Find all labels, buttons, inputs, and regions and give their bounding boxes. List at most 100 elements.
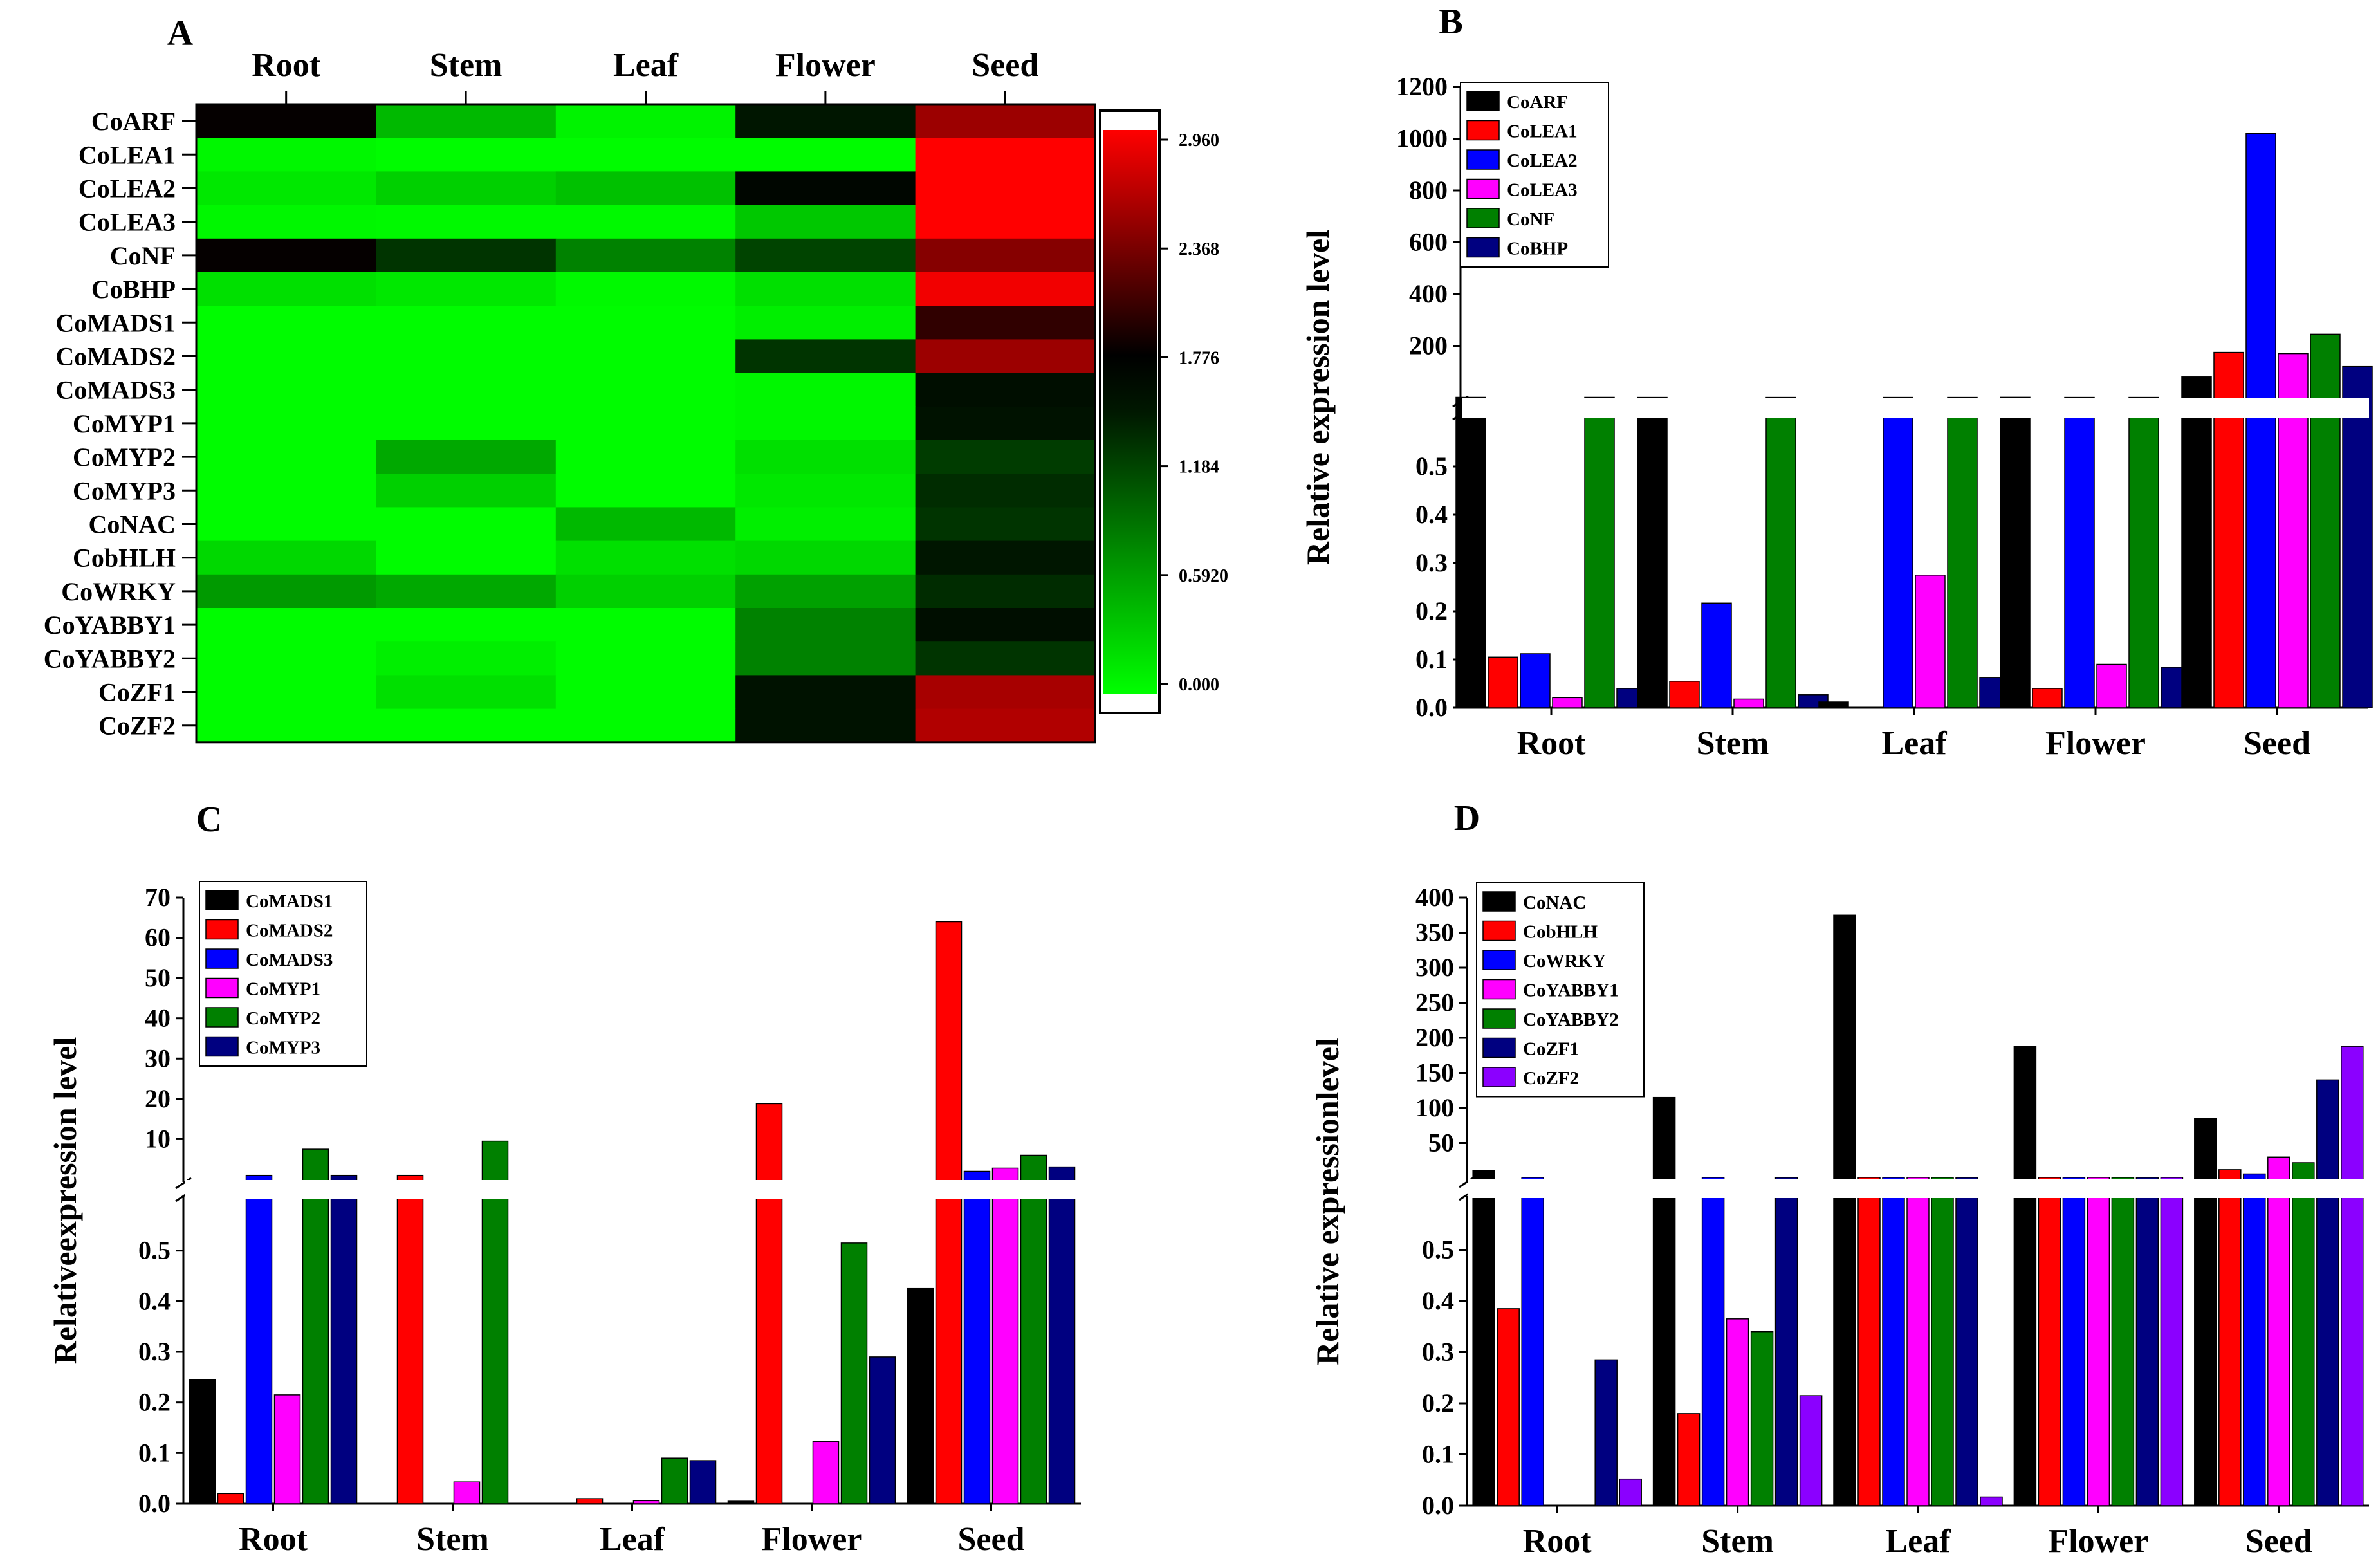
heat-cell-coyabby2-stem xyxy=(376,641,557,676)
bar-coyabby2-leaf xyxy=(1931,1177,1954,1506)
bar-cozf2-stem xyxy=(1799,1395,1823,1506)
y-tick-label: 0.3 xyxy=(1422,1338,1454,1367)
bar-cowrky-stem xyxy=(1701,1177,1725,1506)
bar-colea3-leaf xyxy=(1915,575,1946,708)
x-tick-label-seed: Seed xyxy=(958,1521,1025,1558)
colorbar-label: 2.368 xyxy=(1179,239,1219,259)
bar-colea3-root xyxy=(1552,697,1583,708)
x-tick-label-flower: Flower xyxy=(2048,1523,2148,1560)
bar-comyp3-flower xyxy=(869,1356,896,1504)
row-label-coyabby2: CoYABBY2 xyxy=(44,644,176,673)
legend-label-comads1: CoMADS1 xyxy=(246,891,333,912)
panel-d: D 0.0 0.1 0.2 0.3 0.4 0.5 50 100 150 200 250 300 350 4… xyxy=(1309,798,2370,1560)
x-tick-label-stem: Stem xyxy=(1701,1523,1774,1560)
heat-cell-cobhlh-seed xyxy=(915,540,1096,575)
heat-cell-coyabby1-flower xyxy=(735,608,916,642)
bar-conf-root xyxy=(1584,396,1615,708)
y-tick-label: 300 xyxy=(1415,953,1454,982)
heat-cell-cowrky-stem xyxy=(376,574,557,609)
heat-cell-cozf2-stem xyxy=(376,708,557,743)
y-tick-label: 200 xyxy=(1409,331,1448,360)
y-tick-label: 10 xyxy=(145,1124,171,1153)
x-tick-label-leaf: Leaf xyxy=(1881,725,1947,762)
heat-cell-comyp1-root xyxy=(196,406,376,441)
bar-conac-flower xyxy=(2013,1046,2037,1506)
heat-cell-cozf1-stem xyxy=(376,675,557,710)
bar-coyabby2-flower xyxy=(2111,1177,2135,1506)
x-tick-label-stem: Stem xyxy=(416,1521,489,1558)
heat-cell-conac-flower xyxy=(735,507,916,542)
heat-cell-cowrky-root xyxy=(196,574,376,609)
heat-cell-comyp1-seed xyxy=(915,406,1096,441)
heatmap-frame xyxy=(195,103,1096,744)
axis-break-gap xyxy=(185,1180,1082,1199)
y-tick-label: 0.5 xyxy=(1415,452,1448,481)
y-tick-label: 0.3 xyxy=(1415,548,1448,577)
x-tick-label-root: Root xyxy=(239,1521,308,1558)
bar-colea3-flower xyxy=(2096,663,2127,708)
bar-conac-leaf xyxy=(1833,914,1856,1506)
heat-cell-cowrky-leaf xyxy=(555,574,736,609)
bar-colea1-flower xyxy=(2032,688,2063,708)
colorbar-label: 0.5920 xyxy=(1179,566,1228,586)
heat-cell-comads3-leaf xyxy=(555,373,736,407)
y-tick-label: 0.1 xyxy=(1415,645,1448,674)
legend-label-coarf: CoARF xyxy=(1507,92,1568,113)
bar-coyabby1-flower xyxy=(2087,1177,2110,1506)
y-tick-label: 1000 xyxy=(1396,124,1448,153)
legend-label-colea2: CoLEA2 xyxy=(1507,151,1578,171)
heat-cell-coyabby1-root xyxy=(196,608,376,642)
heat-cell-cozf1-leaf xyxy=(555,675,736,710)
legend-label-cobhp: CoBHP xyxy=(1507,239,1568,259)
y-tick-label: 0.0 xyxy=(1415,693,1448,722)
legend-swatch-comyp1 xyxy=(205,977,239,999)
bar-colea2-seed xyxy=(2245,133,2276,708)
heat-cell-comads2-leaf xyxy=(555,339,736,374)
legend-swatch-cobhlh xyxy=(1482,920,1516,941)
y-tick-label: 100 xyxy=(1415,1093,1454,1122)
heat-cell-colea2-seed xyxy=(915,171,1096,206)
heat-cell-comads3-stem xyxy=(376,373,557,407)
y-tick-label: 40 xyxy=(145,1004,171,1033)
legend-swatch-comads1 xyxy=(205,890,239,910)
heat-cell-cobhlh-root xyxy=(196,540,376,575)
row-label-cowrky: CoWRKY xyxy=(61,577,176,606)
legend-swatch-cowrky xyxy=(1482,950,1516,970)
y-tick-label: 800 xyxy=(1409,176,1448,205)
legend-label-cowrky: CoWRKY xyxy=(1523,951,1606,972)
bar-cobhlh-stem xyxy=(1677,1413,1701,1506)
x-tick-label-seed: Seed xyxy=(2245,1523,2312,1560)
bar-cowrky-root xyxy=(1521,1177,1544,1506)
heat-cell-conf-flower xyxy=(735,238,916,273)
x-tick-label-leaf: Leaf xyxy=(600,1521,665,1558)
heat-cell-comads2-seed xyxy=(915,339,1096,374)
legend-swatch-cozf1 xyxy=(1482,1037,1516,1058)
bar-comyp1-flower xyxy=(812,1441,840,1504)
colorbar-label: 1.776 xyxy=(1179,348,1219,368)
bar-comads2-seed xyxy=(935,921,963,1504)
bar-cobhlh-flower xyxy=(2038,1177,2061,1506)
bar-conac-seed xyxy=(2194,1118,2217,1506)
legend-box xyxy=(199,881,367,1067)
legend-label-colea1: CoLEA1 xyxy=(1507,122,1578,142)
axis-break-gap xyxy=(1468,1179,2370,1198)
row-label-coyabby1: CoYABBY1 xyxy=(44,611,176,640)
bar-comads1-root xyxy=(189,1379,216,1504)
y-tick-label: 0.3 xyxy=(138,1337,171,1366)
bar-colea1-root xyxy=(1488,656,1518,708)
bar-colea2-root xyxy=(1520,653,1551,708)
heat-cell-conac-stem xyxy=(376,507,557,542)
heat-cell-cobhp-root xyxy=(196,272,376,306)
legend-label-cozf2: CoZF2 xyxy=(1523,1068,1579,1089)
y-tick-label: 50 xyxy=(145,963,171,992)
panel-label-b: B xyxy=(1439,2,1462,42)
colorbar-label: 1.184 xyxy=(1179,457,1219,477)
heat-cell-colea3-root xyxy=(196,205,376,239)
bar-comyp1-seed xyxy=(991,1167,1019,1504)
colorbar-label: 0.000 xyxy=(1179,675,1219,695)
heat-cell-comyp1-stem xyxy=(376,406,557,441)
heat-cell-comyp2-stem xyxy=(376,440,557,474)
heat-cell-cobhlh-leaf xyxy=(555,540,736,575)
bar-cozf1-seed xyxy=(2316,1079,2339,1506)
y-tick-label: 250 xyxy=(1415,988,1454,1017)
